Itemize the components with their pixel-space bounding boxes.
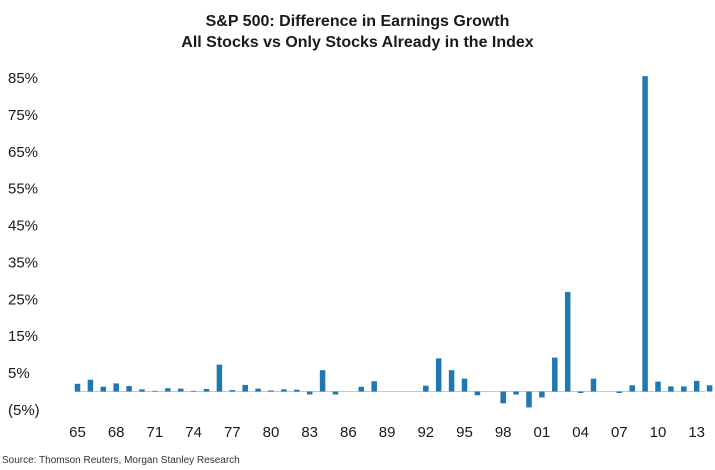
x-tick-label: 65 — [69, 424, 86, 441]
bar-2004 — [577, 391, 584, 394]
bar-2014 — [706, 385, 713, 392]
bar-1965 — [74, 383, 81, 392]
y-tick-label: 75% — [8, 107, 38, 124]
bar-1970 — [139, 389, 145, 392]
bar-1973 — [177, 388, 184, 392]
bar-1993 — [435, 358, 442, 392]
bar-1977 — [229, 390, 236, 392]
x-tick-label: 07 — [611, 424, 628, 441]
y-axis-tick-labels: 85% 75% 65% 55% 45% 35% 25% 15% 5% (5%) — [8, 70, 40, 419]
bar-1998 — [500, 391, 506, 404]
bar-1968 — [113, 383, 119, 392]
y-tick-label: 45% — [8, 218, 38, 235]
bar-1971 — [152, 390, 158, 392]
y-tick-label: 35% — [8, 254, 38, 271]
y-tick-label: 25% — [8, 291, 38, 308]
bar-series — [74, 76, 713, 408]
y-tick-label: 85% — [8, 70, 38, 87]
x-tick-label: 92 — [417, 424, 434, 441]
bar-1980 — [268, 390, 274, 392]
bar-1984 — [319, 370, 326, 392]
bar-1983 — [306, 391, 313, 395]
x-tick-label: 80 — [263, 424, 280, 441]
x-tick-label: 74 — [185, 424, 202, 441]
bar-2009 — [642, 76, 648, 392]
bar-1988 — [371, 381, 377, 392]
x-tick-label: 71 — [147, 424, 164, 441]
source-note: Source: Thomson Reuters, Morgan Stanley … — [2, 455, 240, 466]
chart-title-line-2: All Stocks vs Only Stocks Already in the… — [181, 34, 534, 51]
bar-2012 — [681, 386, 687, 392]
y-tick-label: 5% — [8, 365, 30, 382]
bar-2008 — [629, 385, 635, 392]
bar-2007 — [616, 391, 623, 394]
x-tick-label: 77 — [224, 424, 241, 441]
bar-1992 — [423, 385, 429, 392]
x-tick-label: 01 — [534, 424, 551, 441]
y-tick-label: 15% — [8, 328, 38, 345]
x-tick-label: 10 — [650, 424, 667, 441]
x-tick-label: 04 — [572, 424, 589, 441]
bar-2011 — [668, 386, 674, 392]
y-tick-label: (5%) — [8, 402, 40, 419]
bar-1967 — [100, 386, 107, 392]
x-axis-tick-labels: 65 68 71 74 77 80 83 86 89 92 95 98 01 04 07 10 13 — [69, 424, 705, 441]
x-tick-label: 13 — [688, 424, 705, 441]
x-tick-label: 98 — [495, 424, 512, 441]
x-tick-label: 68 — [108, 424, 125, 441]
bar-1987 — [358, 386, 365, 392]
bar-1994 — [448, 370, 455, 392]
x-tick-label: 95 — [456, 424, 473, 441]
bar-1995 — [461, 378, 468, 392]
bar-1978 — [242, 384, 248, 392]
bar-1972 — [165, 388, 171, 392]
bar-1985 — [332, 391, 339, 395]
bar-2002 — [552, 357, 558, 392]
x-tick-label: 89 — [379, 424, 396, 441]
y-tick-label: 55% — [8, 181, 38, 198]
bar-1982 — [294, 389, 300, 392]
bar-1981 — [281, 389, 287, 392]
bar-1969 — [126, 386, 132, 392]
bar-1975 — [203, 388, 210, 392]
bar-2013 — [693, 380, 700, 392]
bar-1996 — [474, 391, 481, 396]
y-tick-label: 65% — [8, 144, 38, 161]
bar-1976 — [216, 364, 223, 392]
x-tick-label: 83 — [301, 424, 318, 441]
bar-2003 — [564, 291, 571, 392]
bar-1974 — [190, 390, 197, 392]
x-tick-label: 86 — [340, 424, 357, 441]
bar-2001 — [539, 391, 545, 398]
bar-1966 — [87, 379, 94, 392]
bar-1999 — [513, 391, 519, 395]
bar-2010 — [655, 381, 661, 392]
bar-1979 — [255, 388, 261, 392]
bar-2005 — [590, 378, 597, 392]
chart-title-line-1: S&P 500: Difference in Earnings Growth — [205, 13, 510, 30]
bar-2000 — [526, 391, 532, 408]
